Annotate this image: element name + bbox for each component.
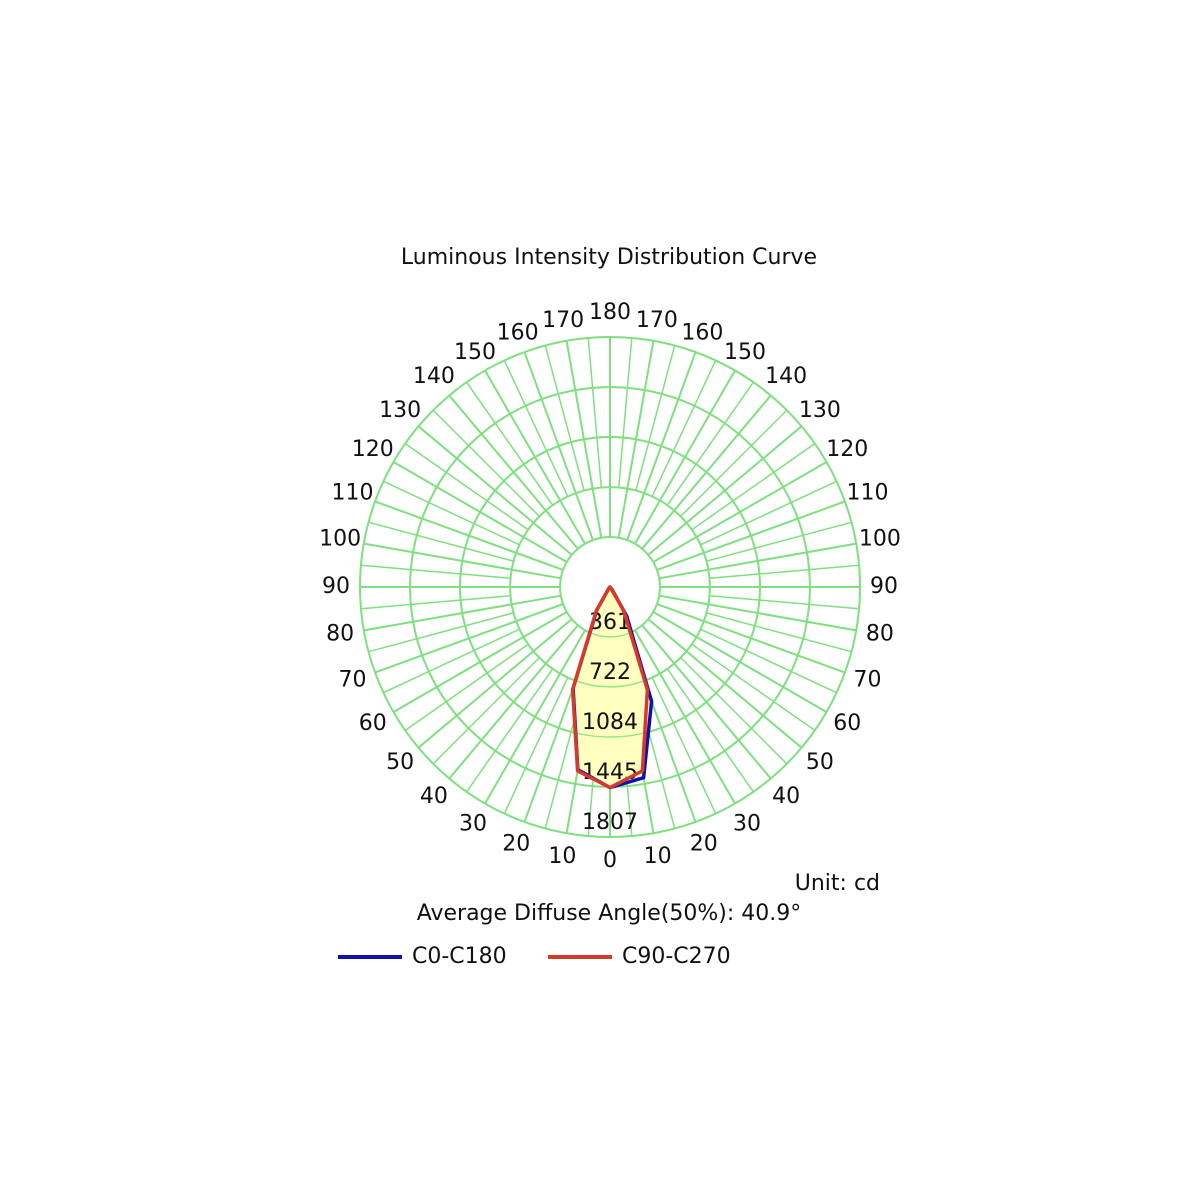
angle-tick-label: 40: [772, 784, 800, 809]
angle-tick-label: 70: [853, 668, 881, 693]
grid-ring: [459, 436, 761, 738]
curve: [570, 585, 650, 790]
spoke: [503, 677, 569, 814]
angle-tick-label: 30: [733, 811, 761, 836]
angle-tick-label: 160: [681, 320, 723, 345]
spoke: [709, 594, 860, 610]
spoke: [706, 612, 852, 653]
spoke: [383, 628, 520, 694]
angle-tick-label: 20: [690, 831, 718, 856]
angle-tick-label: 0: [603, 848, 617, 873]
grid-ring: [559, 536, 661, 638]
angle-tick-label: 140: [765, 364, 807, 389]
r-tick-label: 722: [589, 660, 631, 685]
spoke: [700, 480, 837, 546]
spoke: [706, 521, 852, 562]
spoke: [691, 643, 816, 732]
spoke: [383, 480, 520, 546]
angle-tick-label: 60: [359, 711, 387, 736]
spoke: [666, 381, 755, 506]
angle-tick-label: 120: [352, 437, 394, 462]
spoke: [651, 360, 717, 497]
spoke: [465, 381, 554, 506]
spoke: [635, 345, 676, 491]
angle-tick-label: 70: [339, 668, 367, 693]
angle-tick-label: 120: [826, 437, 868, 462]
angle-tick-label: 170: [542, 308, 584, 333]
spoke: [360, 594, 511, 610]
angle-tick-label: 20: [502, 831, 530, 856]
spoke: [651, 677, 717, 814]
grid-ring: [359, 336, 861, 838]
legend-label: C0-C180: [412, 944, 507, 969]
r-tick-label: 1084: [582, 710, 638, 735]
angle-tick-label: 50: [386, 750, 414, 775]
spoke: [404, 643, 529, 732]
spoke: [680, 409, 788, 517]
angle-tick-label: 30: [459, 811, 487, 836]
chart-title: Luminous Intensity Distribution Curve: [401, 245, 817, 270]
spoke: [691, 442, 816, 531]
angle-tick-label: 50: [806, 750, 834, 775]
angle-tick-label: 10: [548, 844, 576, 869]
annotation: Average Diffuse Angle(50%): 40.9°: [417, 901, 802, 926]
angle-tick-label: 110: [332, 480, 374, 505]
spoke: [587, 337, 603, 488]
angle-tick-label: 100: [319, 526, 361, 551]
spoke: [465, 668, 554, 793]
spoke: [432, 409, 540, 517]
angle-tick-label: 60: [833, 711, 861, 736]
angle-tick-label: 10: [644, 844, 672, 869]
angle-tick-label: 130: [379, 398, 421, 423]
r-tick-label: 1807: [582, 810, 638, 835]
angle-tick-label: 150: [724, 340, 766, 365]
angle-tick-label: 140: [413, 364, 455, 389]
angle-tick-label: 90: [870, 574, 898, 599]
spoke: [360, 564, 511, 580]
spoke: [700, 628, 837, 694]
angle-tick-label: 90: [322, 574, 350, 599]
angle-tick-label: 130: [799, 398, 841, 423]
angle-tick-label: 180: [589, 300, 631, 325]
angle-tick-label: 110: [846, 480, 888, 505]
angle-tick-label: 150: [454, 340, 496, 365]
angle-tick-label: 80: [326, 622, 354, 647]
spoke: [432, 657, 540, 765]
spoke: [666, 668, 755, 793]
unit-label: Unit: cd: [795, 871, 880, 896]
spoke: [709, 564, 860, 580]
grid-ring: [509, 486, 711, 688]
spoke: [680, 657, 788, 765]
legend-label: C90-C270: [622, 944, 731, 969]
spoke: [617, 337, 633, 488]
angle-tick-label: 40: [420, 784, 448, 809]
spoke: [368, 521, 514, 562]
angle-tick-label: 100: [859, 526, 901, 551]
spoke: [368, 612, 514, 653]
spoke: [544, 345, 585, 491]
angle-tick-label: 80: [866, 622, 894, 647]
angle-tick-label: 160: [497, 320, 539, 345]
spoke: [503, 360, 569, 497]
spoke: [404, 442, 529, 531]
angle-tick-label: 170: [636, 308, 678, 333]
